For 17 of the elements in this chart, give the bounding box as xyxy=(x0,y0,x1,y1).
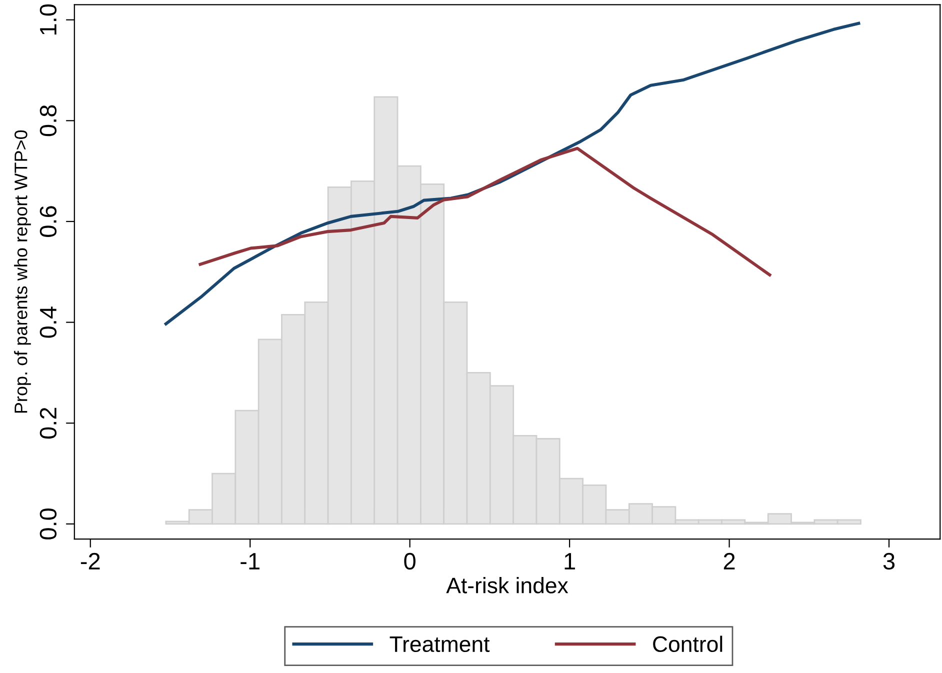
x-tick-label: 2 xyxy=(724,552,735,570)
legend-label: Treatment xyxy=(390,636,490,652)
x-tick-label: 0 xyxy=(404,552,416,570)
y-tick-label: 0.0 xyxy=(40,508,57,540)
x-tick-label: 3 xyxy=(883,552,895,570)
line-series xyxy=(198,146,772,276)
x-tick-label: -2 xyxy=(80,552,100,570)
y-tick-label: 0.6 xyxy=(40,206,57,237)
y-tick-label: 0.8 xyxy=(40,105,57,136)
x-axis-title: At-risk index xyxy=(446,577,568,594)
y-tick-label: 0.2 xyxy=(40,408,57,439)
x-tick-label: 1 xyxy=(564,553,575,570)
x-tick-label: -1 xyxy=(240,553,260,570)
y-tick-label: 1.0 xyxy=(40,4,57,34)
y-axis-title: Prop. of parents who report WTP>0 xyxy=(14,130,31,413)
legend-label: Control xyxy=(653,636,722,652)
y-tick-label: 0.4 xyxy=(40,306,57,338)
